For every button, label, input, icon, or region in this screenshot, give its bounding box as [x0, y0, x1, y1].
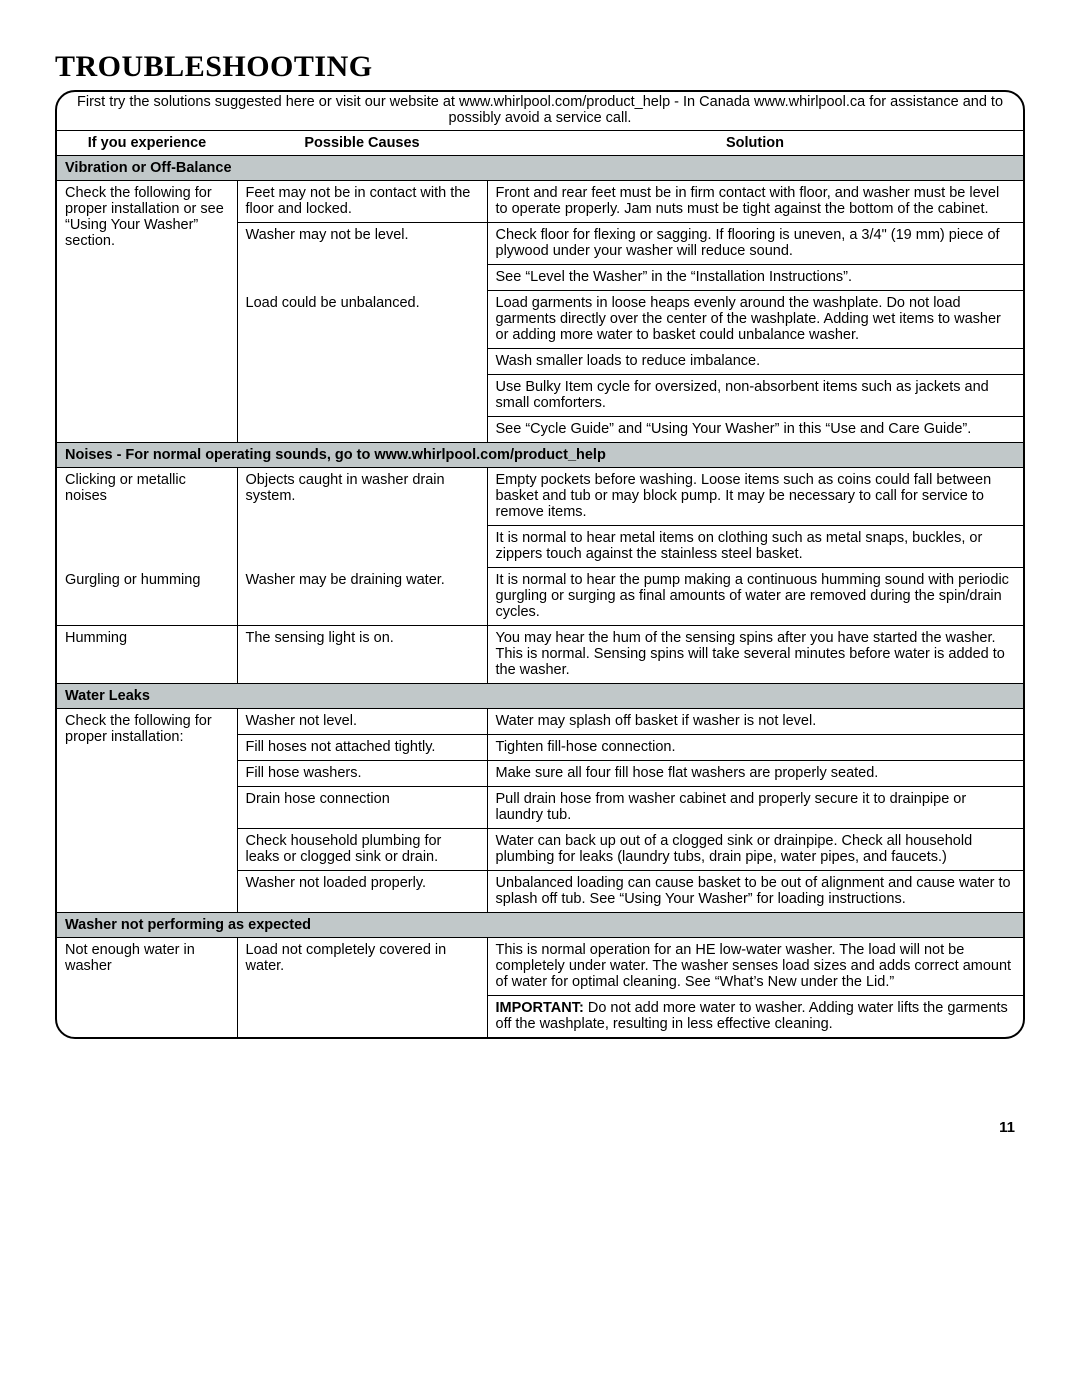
cell-cause: Load not completely covered in water. [237, 938, 487, 1038]
cell-cause: Fill hose washers. [237, 761, 487, 787]
cell-cause: Washer not level. [237, 709, 487, 735]
section-water-leaks: Water Leaks [57, 684, 1023, 709]
cell-experience: Clicking or metallic noises [57, 468, 237, 568]
table-row: Check the following for proper installat… [57, 709, 1023, 735]
cell-cause: Washer not loaded properly. [237, 871, 487, 913]
table-row: Gurgling or humming Washer may be draini… [57, 568, 1023, 626]
table-row: Humming The sensing light is on. You may… [57, 626, 1023, 684]
cell-cause: Objects caught in washer drain system. [237, 468, 487, 568]
cell-cause: Load could be unbalanced. [237, 291, 487, 443]
cell-solution: This is normal operation for an HE low-w… [487, 938, 1023, 996]
cell-cause: Fill hoses not attached tightly. [237, 735, 487, 761]
cell-solution: See “Cycle Guide” and “Using Your Washer… [487, 417, 1023, 443]
cell-solution: Unbalanced loading can cause basket to b… [487, 871, 1023, 913]
page-number: 11 [55, 1119, 1025, 1136]
section-vibration-label: Vibration or Off-Balance [57, 156, 1023, 181]
table-intro-row: First try the solutions suggested here o… [57, 92, 1023, 131]
cell-solution: Front and rear feet must be in firm cont… [487, 181, 1023, 223]
page-title: TROUBLESHOOTING [55, 50, 1025, 84]
cell-cause: Feet may not be in contact with the floo… [237, 181, 487, 223]
table-row: Check the following for proper installat… [57, 181, 1023, 223]
cell-cause: Drain hose connection [237, 787, 487, 829]
cell-solution: See “Level the Washer” in the “Installat… [487, 265, 1023, 291]
cell-solution: Wash smaller loads to reduce imbalance. [487, 349, 1023, 375]
table-row: Clicking or metallic noises Objects caug… [57, 468, 1023, 526]
section-water-leaks-label: Water Leaks [57, 684, 1023, 709]
cell-cause: Washer may be draining water. [237, 568, 487, 626]
section-noises-label: Noises - For normal operating sounds, go… [57, 443, 1023, 468]
cell-cause: Check household plumbing for leaks or cl… [237, 829, 487, 871]
section-not-performing-label: Washer not performing as expected [57, 913, 1023, 938]
table-header-row: If you experience Possible Causes Soluti… [57, 131, 1023, 156]
cell-solution: Water can back up out of a clogged sink … [487, 829, 1023, 871]
header-causes: Possible Causes [237, 131, 487, 156]
cell-solution: IMPORTANT: Do not add more water to wash… [487, 996, 1023, 1038]
cell-cause: Washer may not be level. [237, 223, 487, 291]
cell-solution: Load garments in loose heaps evenly arou… [487, 291, 1023, 349]
cell-solution: Make sure all four fill hose flat washer… [487, 761, 1023, 787]
cell-experience: Humming [57, 626, 237, 684]
header-experience: If you experience [57, 131, 237, 156]
cell-solution: Use Bulky Item cycle for oversized, non-… [487, 375, 1023, 417]
cell-cause: The sensing light is on. [237, 626, 487, 684]
cell-solution: You may hear the hum of the sensing spin… [487, 626, 1023, 684]
cell-solution: It is normal to hear metal items on clot… [487, 526, 1023, 568]
section-not-performing: Washer not performing as expected [57, 913, 1023, 938]
cell-solution: Tighten fill-hose connection. [487, 735, 1023, 761]
cell-solution: It is normal to hear the pump making a c… [487, 568, 1023, 626]
important-label: IMPORTANT: [496, 1000, 584, 1016]
cell-experience: Check the following for proper installat… [57, 181, 237, 443]
section-noises: Noises - For normal operating sounds, go… [57, 443, 1023, 468]
cell-experience: Gurgling or humming [57, 568, 237, 626]
cell-solution: Water may splash off basket if washer is… [487, 709, 1023, 735]
cell-solution: Empty pockets before washing. Loose item… [487, 468, 1023, 526]
cell-experience: Not enough water in washer [57, 938, 237, 1038]
troubleshooting-table: First try the solutions suggested here o… [57, 92, 1023, 1037]
cell-solution: Pull drain hose from washer cabinet and … [487, 787, 1023, 829]
table-intro: First try the solutions suggested here o… [57, 92, 1023, 131]
cell-experience: Check the following for proper installat… [57, 709, 237, 913]
header-solution: Solution [487, 131, 1023, 156]
troubleshooting-table-wrapper: First try the solutions suggested here o… [55, 90, 1025, 1039]
table-row: Not enough water in washer Load not comp… [57, 938, 1023, 996]
section-vibration: Vibration or Off-Balance [57, 156, 1023, 181]
cell-solution: Check floor for flexing or sagging. If f… [487, 223, 1023, 265]
